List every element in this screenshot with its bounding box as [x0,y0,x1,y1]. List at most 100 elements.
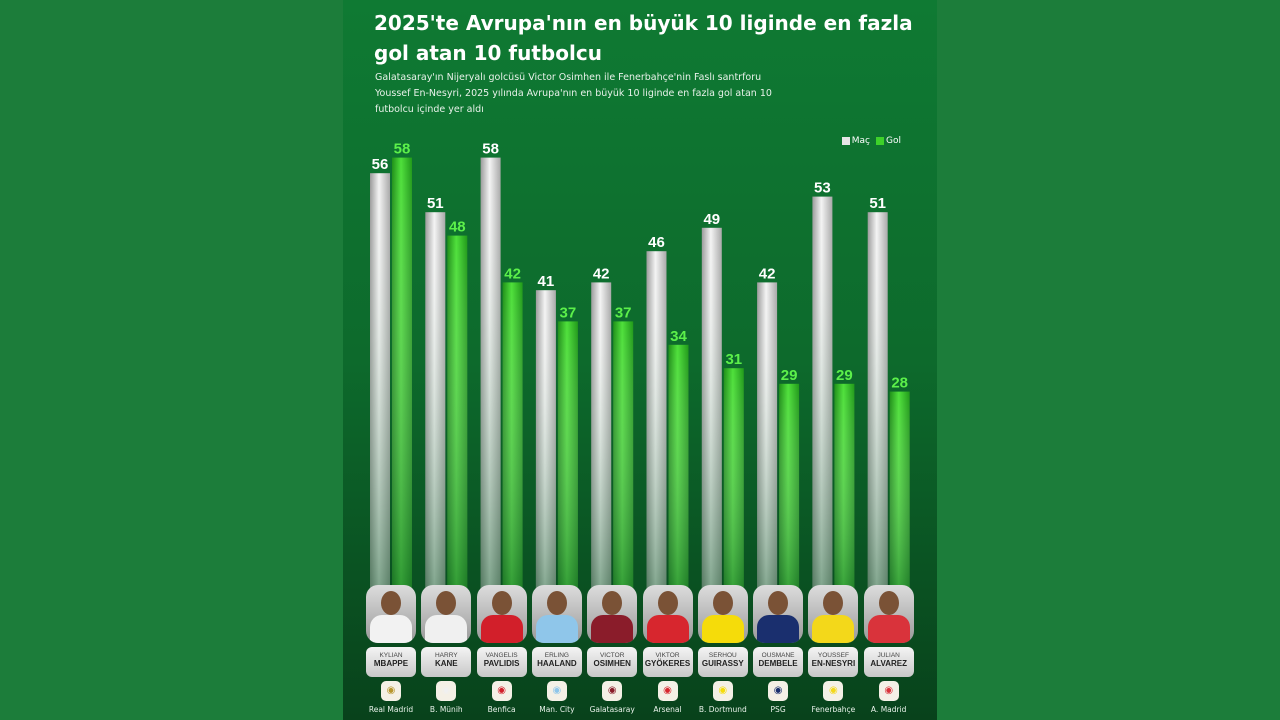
player-head [712,591,733,615]
legend: Maç Gol [841,136,901,146]
player-head [546,591,567,615]
player-head [878,591,899,615]
chart-subtitle: Galatasaray'ın Nijeryalı golcüsü Victor … [375,72,772,115]
player-head [768,591,789,615]
benfica-crest-icon: ◉ [491,681,512,701]
player-last-name: OSIMHEN [593,659,631,668]
player-last-name: KANE [434,659,458,668]
player-shirt [646,615,689,643]
player-photo [531,585,582,643]
legend-item-gol: Gol [876,136,901,146]
bar-shade [812,196,833,610]
chart-title: 2025'te Avrupa'nın en büyük 10 liginde e… [374,11,913,65]
player-name-plate: JULIAN ALVAREZ [863,647,914,677]
player-photo [753,585,804,643]
club-name: Benfica [487,705,516,714]
bar-shade [723,368,744,610]
player-last-name: MBAPPE [373,659,409,668]
galatasaray-crest-icon: ◉ [602,681,623,701]
player-last-name: PAVLIDIS [483,659,520,668]
data-label: 51 [427,195,444,212]
data-label: 56 [372,156,389,173]
bayern-crest-icon: ◉ [436,681,457,701]
player-name-plate: VANGELIS PAVLIDIS [476,647,527,677]
player-first-name: OUSMANE [761,652,795,659]
psg-crest-icon: ◉ [768,681,789,701]
data-label: 41 [538,273,555,290]
bar-shade [447,235,468,610]
player-name-plate: OUSMANE DEMBELE [753,647,804,677]
legend-swatch-mac [841,137,850,145]
player-first-name: HARRY [434,652,458,659]
club-name: Fenerbahçe [811,705,856,714]
player-first-name: KYLIAN [379,652,403,659]
player-photo [863,585,914,643]
bar-shade [646,251,667,610]
club-name: B. Dortmund [698,705,747,714]
atletico-crest-icon: ◉ [878,681,899,701]
player-photo [476,585,527,643]
real-madrid-crest-icon: ◉ [381,681,401,701]
data-label: 28 [891,375,908,392]
player-photo [642,585,693,643]
player-name-plate: HARRY KANE [421,647,472,677]
player-shirt [480,615,523,643]
bar-shade [591,282,612,610]
player-head [381,591,401,615]
data-label: 58 [394,141,411,158]
dortmund-crest-icon: ◉ [712,681,733,701]
bar-shade [425,212,446,610]
player-name-plate: ERLING HAALAND [531,647,582,677]
player-shirt [535,615,578,643]
club-name: Arsenal [653,705,682,714]
arsenal-crest-icon: ◉ [657,681,678,701]
player-name-plate: VIKTOR GYÖKERES [642,647,693,677]
player-shirt [757,615,800,643]
player-last-name: GYÖKERES [644,659,691,668]
club-name: A. Madrid [870,705,907,714]
fenerbahce-crest-icon: ◉ [823,681,844,701]
player-photo [421,585,472,643]
data-label: 37 [560,304,577,321]
bar-shade [867,212,888,610]
player-head [657,591,678,615]
player-first-name: YOUSSEF [817,652,849,659]
player-name-plate: YOUSSEF EN-NESYRI [808,647,859,677]
bar-shade [779,383,800,610]
data-label: 31 [725,351,742,368]
bar-shade [392,157,412,610]
data-label: 42 [504,265,521,282]
player-photo [587,585,638,643]
data-label: 37 [615,304,632,321]
legend-swatch-gol [876,137,885,145]
club-name: B. Münih [429,705,463,714]
player-last-name: EN-NESYRI [811,659,856,668]
data-label: 34 [670,328,687,345]
player-head [823,591,844,615]
data-label: 46 [648,234,665,251]
player-shirt [812,615,855,643]
club-name: Real Madrid [368,705,414,714]
legend-label: Maç [851,136,871,146]
player-name-plate: VICTOR OSIMHEN [587,647,638,677]
man-city-crest-icon: ◉ [546,681,567,701]
data-label: 42 [759,265,776,282]
player-first-name: VANGELIS [485,652,518,659]
club-name: Man. City [539,705,575,714]
player-shirt [425,615,468,643]
player-last-name: ALVAREZ [870,659,907,668]
player-shirt [867,615,910,643]
player-photo [366,585,416,643]
player-first-name: VIKTOR [655,652,680,659]
data-label: 49 [703,211,720,228]
bar-shade [370,173,390,610]
bar-chart: 56 58 51 48 58 42 41 37 42 37 46 34 49 31 42 29 53 29 51 28 [370,141,910,611]
bar-shade [668,344,689,610]
data-label: 51 [869,195,886,212]
bar-shade [557,321,578,610]
player-head [436,591,457,615]
player-head [602,591,623,615]
bar-shade [757,282,778,610]
player-photo [808,585,859,643]
data-label: 53 [814,180,831,197]
